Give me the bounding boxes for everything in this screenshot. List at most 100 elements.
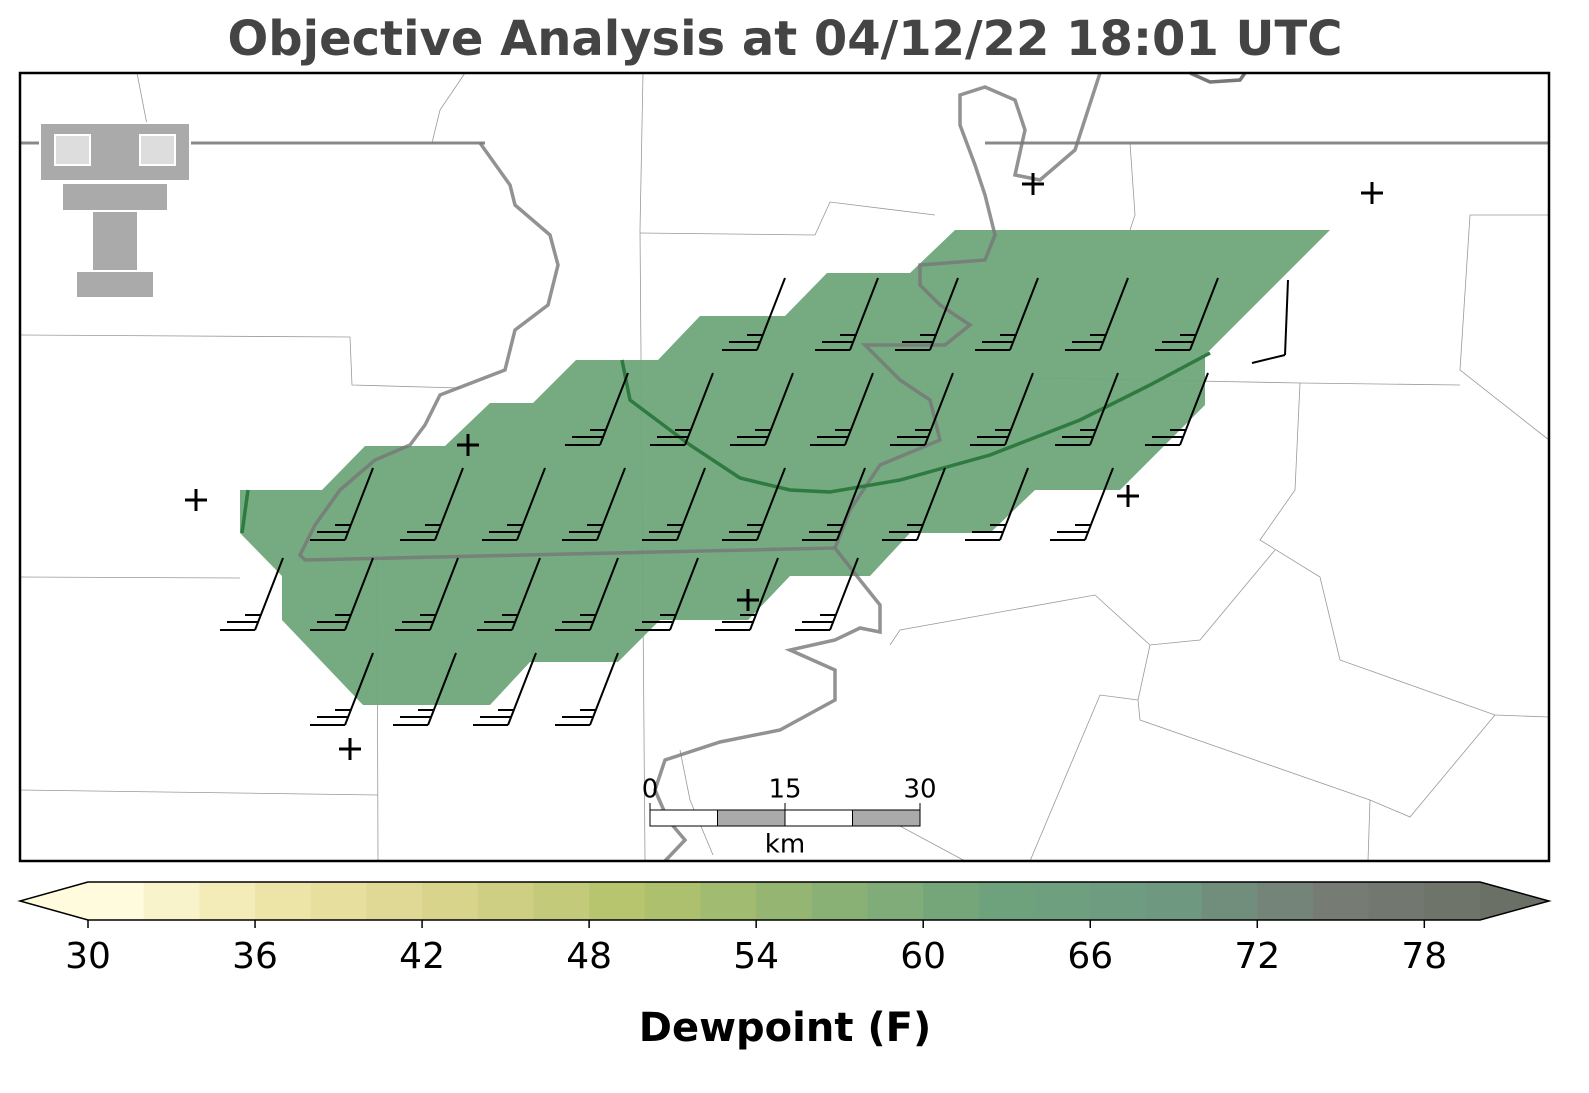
colorbar-tick-label: 42 — [399, 936, 445, 977]
colorbar-tick-label: 54 — [733, 936, 779, 977]
colorbar-box — [867, 882, 924, 920]
title: Objective Analysis at 04/12/22 18:01 UTC — [228, 11, 1343, 67]
colorbar-box — [811, 882, 869, 920]
colorbar-box — [589, 882, 646, 920]
wind-barb — [1155, 277, 1219, 351]
colorbar-tick-label: 66 — [1067, 936, 1113, 977]
colorbar-box — [199, 882, 256, 920]
colorbar-box — [923, 882, 980, 920]
wind-barb — [722, 277, 786, 351]
colorbar-tick-label: 48 — [566, 936, 612, 977]
scale-segment — [784, 809, 853, 827]
colorbar-box — [143, 882, 200, 920]
wind-barb — [310, 652, 374, 726]
station-marker — [185, 489, 207, 511]
wind-barb — [562, 467, 626, 541]
colorbar-tick-label: 78 — [1401, 936, 1447, 977]
wind-barb — [477, 557, 541, 631]
wind-barb — [310, 467, 374, 541]
county-borders — [19, 72, 1550, 862]
map-frame — [18, 71, 1551, 863]
wind-barb — [1065, 277, 1129, 351]
colorbar: 30 36 42 48 54 60 66 72 78 — [17, 881, 1552, 977]
scale-segment — [649, 809, 718, 827]
scale-label: 0 — [642, 775, 659, 805]
wind-barb — [220, 557, 284, 631]
colorbar-tick-label: 60 — [900, 936, 946, 977]
colorbar-box — [756, 882, 813, 920]
colorbar-label: Dewpoint (F) — [639, 1005, 932, 1051]
colorbar-box — [1312, 882, 1370, 920]
wind-barb — [802, 467, 866, 541]
colorbar-box — [1034, 882, 1091, 920]
dewpoint-area — [240, 230, 1330, 705]
colorbar-extend-low — [20, 882, 88, 920]
wind-barb — [635, 557, 699, 631]
colorbar-box — [533, 882, 590, 920]
colorbar-box — [366, 882, 423, 920]
wind-barb — [730, 372, 794, 446]
colorbar-box — [88, 882, 145, 920]
station-marker — [1361, 182, 1383, 204]
colorbar-tick-label: 30 — [65, 936, 111, 977]
wind-barb — [975, 277, 1039, 351]
wind-barb — [565, 372, 629, 446]
colorbar-box — [1424, 882, 1481, 920]
wind-barb — [642, 467, 706, 541]
station-marker — [737, 589, 759, 611]
colorbar-box — [1090, 882, 1147, 920]
wind-barb — [473, 652, 537, 726]
scale-label: 30 — [903, 775, 936, 805]
wind-barb — [400, 467, 464, 541]
colorbar-box — [1368, 882, 1425, 920]
colorbar-box — [644, 882, 701, 920]
colorbar-extend-high — [1480, 882, 1549, 920]
wind-barb — [395, 557, 459, 631]
scale-unit: km — [765, 830, 805, 860]
scale-bar: 0 15 30 km — [642, 775, 937, 860]
station-marker — [1117, 485, 1139, 507]
colorbar-box — [477, 882, 534, 920]
station-marker — [339, 738, 361, 760]
wind-barb — [715, 557, 779, 631]
wind-barb — [895, 277, 959, 351]
colorbar-box — [1201, 882, 1258, 920]
station-markers — [185, 173, 1383, 760]
wind-barb — [482, 467, 546, 541]
colorbar-box — [422, 882, 479, 920]
river — [833, 72, 1102, 549]
wind-barb — [310, 557, 374, 631]
wind-barb — [1251, 279, 1289, 364]
logo — [39, 122, 191, 299]
colorbar-box — [978, 882, 1036, 920]
wind-barbs — [220, 277, 1289, 726]
wind-barb — [1055, 372, 1119, 446]
colorbar-box — [255, 882, 312, 920]
station-marker — [1022, 173, 1044, 195]
colorbar-tick-label: 36 — [232, 936, 278, 977]
wind-barb — [555, 652, 619, 726]
colorbar-box — [1145, 882, 1203, 920]
boundary-line — [240, 489, 250, 534]
wind-barb — [393, 652, 457, 726]
wind-barb — [650, 372, 714, 446]
scale-segment — [717, 809, 786, 827]
colorbar-box — [310, 882, 367, 920]
wind-barb — [970, 372, 1034, 446]
map — [18, 71, 1551, 863]
wind-barb — [965, 467, 1029, 541]
wind-barb — [1050, 467, 1114, 541]
wind-barb — [555, 557, 619, 631]
station-marker — [457, 434, 479, 456]
wind-barb — [882, 467, 946, 541]
wind-barb — [795, 557, 859, 631]
wind-barb — [815, 277, 879, 351]
colorbar-box — [700, 882, 757, 920]
scale-label: 15 — [768, 775, 801, 805]
colorbar-outline — [17, 881, 1552, 921]
river — [297, 141, 882, 863]
colorbar-tick-label: 72 — [1234, 936, 1280, 977]
wind-barb — [810, 372, 874, 446]
